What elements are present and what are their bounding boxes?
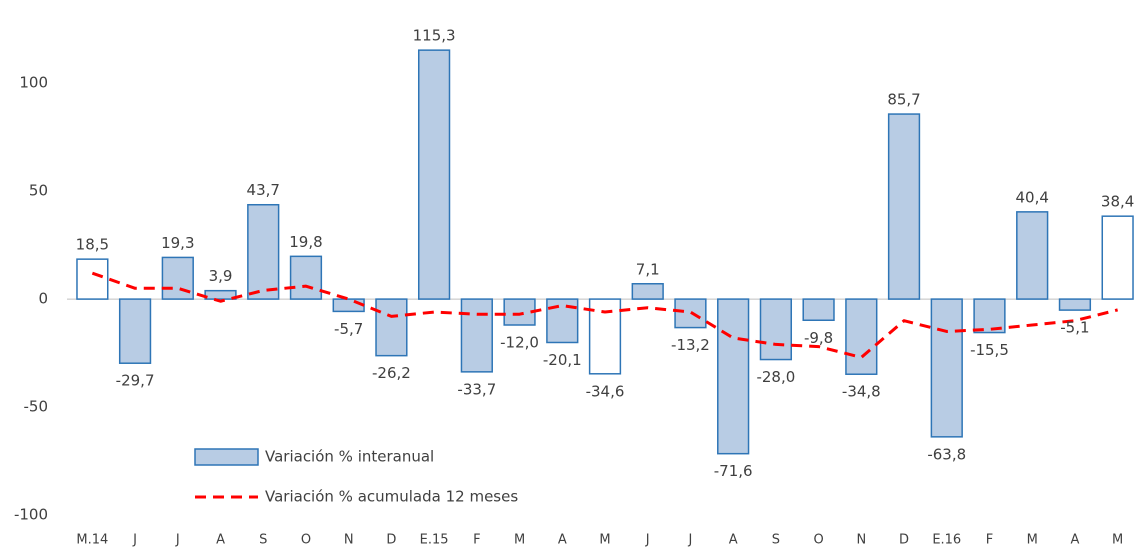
legend-label: Variación % interanual — [265, 448, 434, 466]
x-tick-label: J — [132, 533, 137, 548]
bar — [759, 298, 793, 361]
x-tick-label: M — [599, 533, 610, 548]
x-tick-label: S — [772, 533, 780, 548]
data-label: 18,5 — [76, 236, 109, 254]
x-tick-label: D — [899, 533, 909, 548]
bar — [417, 49, 451, 300]
data-label: -26,2 — [372, 364, 411, 382]
x-tick-label: A — [729, 533, 738, 548]
data-label: -5,1 — [1060, 319, 1089, 337]
x-tick-label: J — [645, 533, 650, 548]
data-label: -29,7 — [116, 372, 155, 390]
bar — [845, 298, 878, 375]
x-tick-label: M.14 — [76, 533, 108, 548]
bar — [1058, 298, 1092, 311]
x-tick-label: N — [856, 533, 866, 548]
x-tick-label: A — [1070, 533, 1079, 548]
data-label: 19,3 — [161, 234, 194, 252]
bar — [289, 255, 323, 300]
data-label: 7,1 — [636, 260, 660, 278]
x-tick-label: N — [344, 533, 354, 548]
bar — [460, 298, 493, 373]
bar — [332, 298, 365, 313]
bar — [546, 298, 579, 344]
legend-label: Variación % acumulada 12 meses — [265, 488, 518, 506]
bar — [503, 298, 536, 326]
bar — [930, 298, 963, 438]
x-tick-label: O — [813, 533, 823, 548]
x-tick-label: M — [514, 533, 525, 548]
y-tick-label: -100 — [14, 506, 48, 524]
bar — [375, 298, 408, 357]
data-label: 40,4 — [1015, 188, 1048, 206]
bar — [204, 289, 237, 300]
x-tick-label: F — [986, 533, 993, 548]
data-label: -28,0 — [756, 368, 795, 386]
legend-swatch — [194, 448, 259, 466]
line — [91, 271, 1119, 359]
bar — [802, 298, 835, 322]
bar — [247, 203, 280, 300]
data-label: 3,9 — [209, 267, 233, 285]
data-label: -5,7 — [334, 320, 363, 338]
data-label: 115,3 — [413, 27, 456, 45]
x-tick-label: F — [473, 533, 480, 548]
x-tick-label: D — [386, 533, 396, 548]
x-tick-label: M — [1112, 533, 1123, 548]
data-label: -12,0 — [500, 334, 539, 352]
data-label: -34,6 — [586, 382, 625, 400]
bar — [631, 283, 664, 300]
x-tick-label: O — [301, 533, 311, 548]
bar — [76, 258, 109, 300]
x-tick-label: J — [688, 533, 693, 548]
data-label: -20,1 — [543, 351, 582, 369]
data-label: -33,7 — [457, 380, 496, 398]
x-tick-label: E.16 — [932, 533, 961, 548]
data-label: -15,5 — [970, 341, 1009, 359]
data-label: -9,8 — [804, 329, 833, 347]
data-label: 43,7 — [247, 181, 280, 199]
bar — [717, 298, 750, 455]
data-label: 19,8 — [289, 233, 322, 251]
x-tick-label: E.15 — [420, 533, 449, 548]
bar — [887, 113, 921, 300]
data-label: -71,6 — [714, 462, 753, 480]
y-tick-label: 50 — [29, 182, 48, 200]
data-label: 38,4 — [1101, 193, 1134, 211]
y-tick-label: 0 — [38, 290, 48, 308]
y-tick-label: -50 — [24, 398, 49, 416]
data-label: -34,8 — [842, 383, 881, 401]
bar — [1101, 215, 1134, 300]
data-label: -13,2 — [671, 336, 710, 354]
data-label: 85,7 — [887, 91, 920, 109]
x-tick-label: S — [259, 533, 267, 548]
x-tick-label: A — [558, 533, 567, 548]
data-label: -63,8 — [927, 445, 966, 463]
x-tick-label: M — [1027, 533, 1038, 548]
bar — [1016, 211, 1049, 300]
x-tick-label: A — [216, 533, 225, 548]
x-tick-label: J — [175, 533, 180, 548]
bar — [118, 298, 152, 364]
y-tick-label: 100 — [19, 74, 48, 92]
